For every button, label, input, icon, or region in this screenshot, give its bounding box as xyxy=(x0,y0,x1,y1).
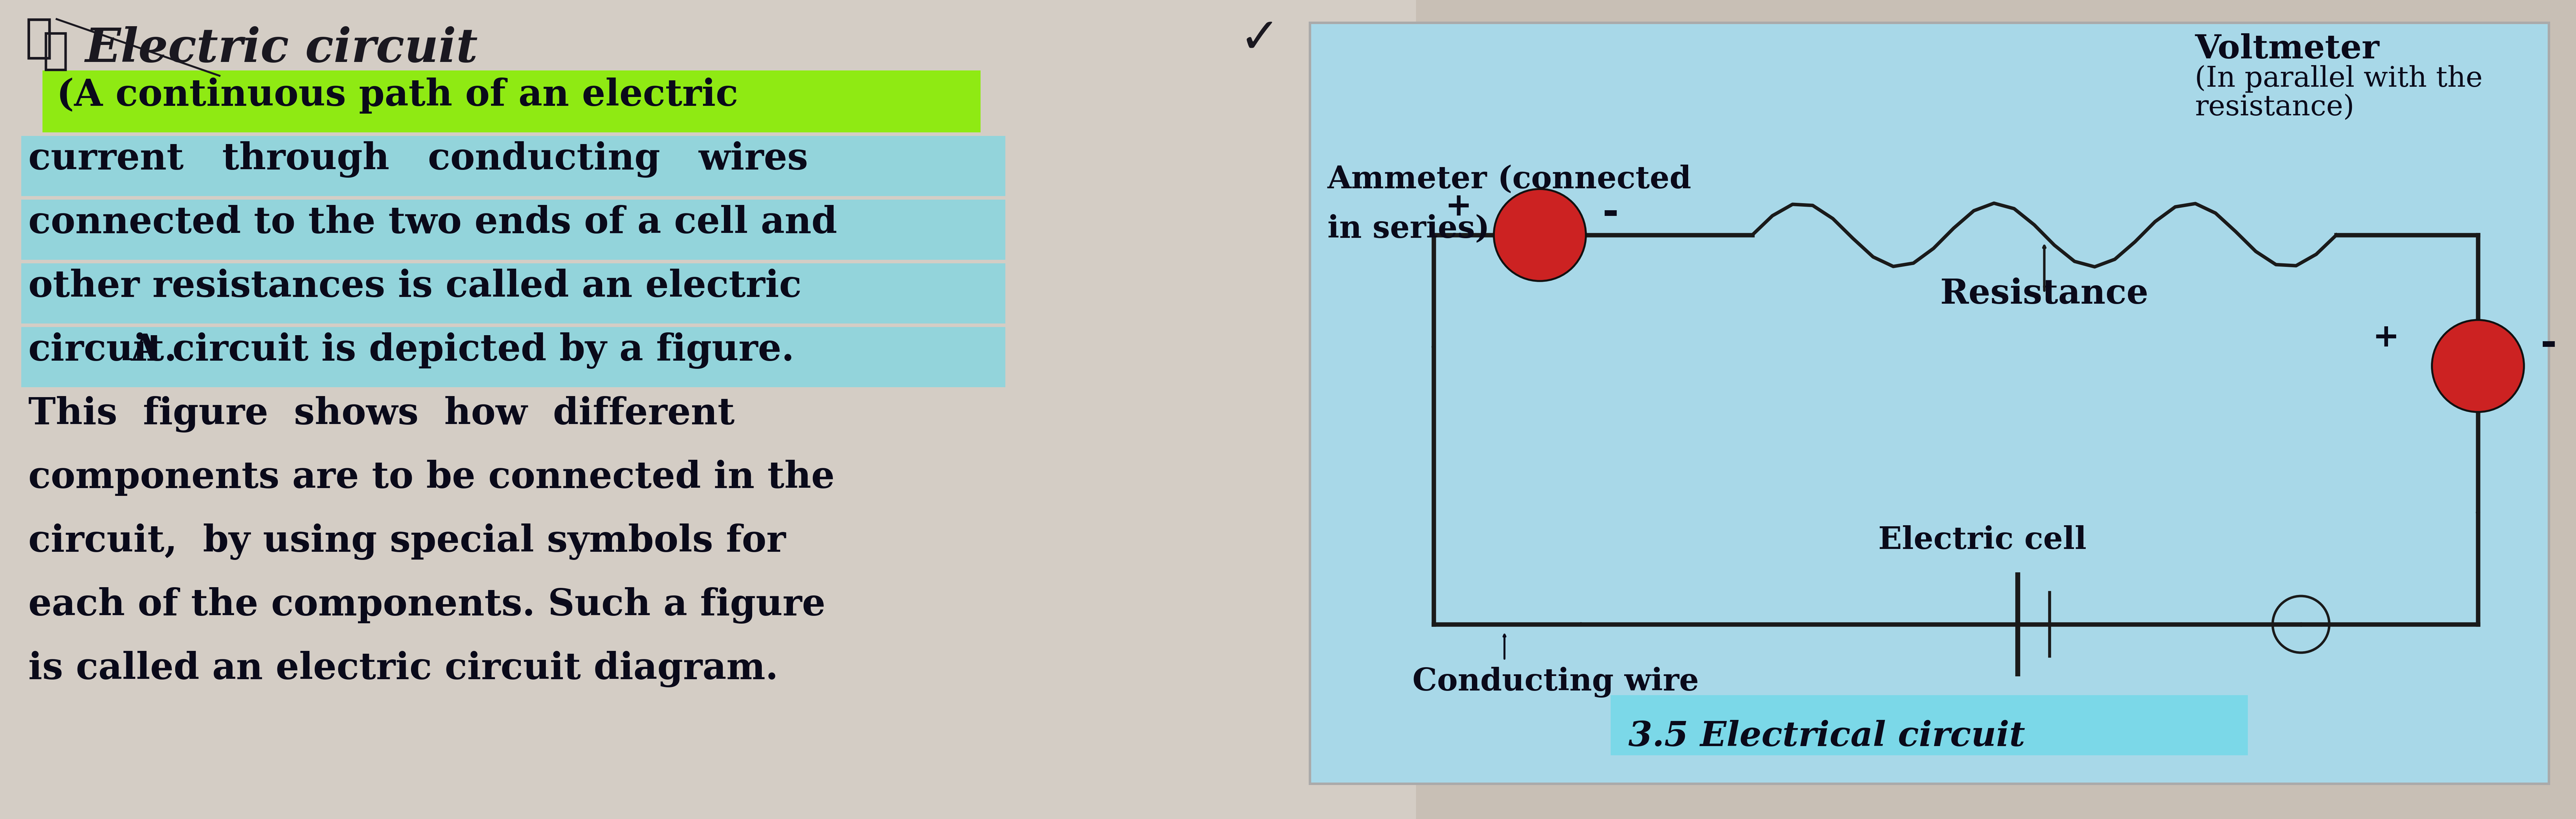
FancyBboxPatch shape xyxy=(21,264,1005,324)
Circle shape xyxy=(1494,189,1587,281)
Text: Electric cell: Electric cell xyxy=(1878,525,2087,555)
Text: is called an electric circuit diagram.: is called an electric circuit diagram. xyxy=(28,651,778,687)
Text: resistance): resistance) xyxy=(2195,93,2354,121)
Text: connected to the two ends of a cell and: connected to the two ends of a cell and xyxy=(28,205,837,241)
Text: Voltmeter: Voltmeter xyxy=(2195,34,2380,66)
Text: in series): in series) xyxy=(1327,214,1489,244)
Text: (A continuous path of an electric: (A continuous path of an electric xyxy=(57,78,739,114)
FancyBboxPatch shape xyxy=(0,0,1417,819)
Text: components are to be connected in the: components are to be connected in the xyxy=(28,459,835,495)
FancyBboxPatch shape xyxy=(1309,23,2548,784)
Text: This  figure  shows  how  different: This figure shows how different xyxy=(28,396,734,432)
Text: +: + xyxy=(1445,191,1471,222)
Text: +: + xyxy=(2372,322,2398,353)
Text: -: - xyxy=(1602,195,1618,233)
Text: Ammeter (connected: Ammeter (connected xyxy=(1327,165,1692,194)
Text: current   through   conducting   wires: current through conducting wires xyxy=(28,141,809,178)
Text: each of the components. Such a figure: each of the components. Such a figure xyxy=(28,587,824,623)
Text: (In parallel with the: (In parallel with the xyxy=(2195,66,2483,93)
Text: circuit.: circuit. xyxy=(28,333,178,369)
Text: 3.5 Electrical circuit: 3.5 Electrical circuit xyxy=(1628,720,2025,753)
FancyBboxPatch shape xyxy=(21,136,1005,196)
Text: ✓: ✓ xyxy=(1239,16,1280,63)
Text: Electric circuit: Electric circuit xyxy=(85,26,477,72)
FancyBboxPatch shape xyxy=(1610,695,2249,755)
Circle shape xyxy=(2432,320,2524,412)
Text: Conducting wire: Conducting wire xyxy=(1412,667,1700,698)
Text: ✓: ✓ xyxy=(41,29,70,73)
Text: -: - xyxy=(2540,326,2558,364)
Text: ✓: ✓ xyxy=(26,16,54,61)
FancyBboxPatch shape xyxy=(21,200,1005,260)
Text: Resistance: Resistance xyxy=(1940,278,2148,310)
FancyBboxPatch shape xyxy=(21,327,1005,387)
FancyBboxPatch shape xyxy=(41,70,981,133)
Text: A circuit is depicted by a figure.: A circuit is depicted by a figure. xyxy=(28,333,793,369)
Text: other resistances is called an electric: other resistances is called an electric xyxy=(28,269,801,305)
Text: circuit,  by using special symbols for: circuit, by using special symbols for xyxy=(28,523,786,560)
